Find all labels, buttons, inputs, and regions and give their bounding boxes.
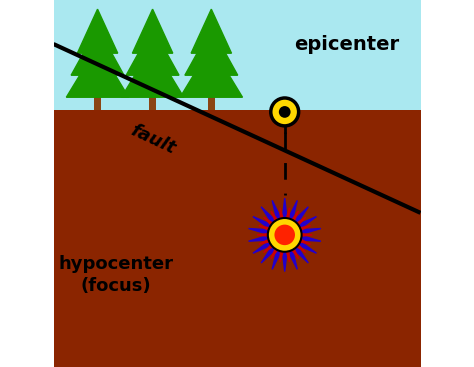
- Circle shape: [274, 225, 295, 245]
- Bar: [208, 84, 215, 110]
- Polygon shape: [191, 9, 231, 53]
- Polygon shape: [71, 28, 124, 75]
- Circle shape: [268, 218, 301, 252]
- Bar: [54, 110, 420, 367]
- Polygon shape: [180, 46, 243, 97]
- Bar: [54, 0, 420, 110]
- Text: fault: fault: [127, 121, 178, 158]
- Polygon shape: [126, 28, 179, 75]
- Polygon shape: [121, 46, 184, 97]
- Polygon shape: [77, 9, 118, 53]
- Bar: [149, 84, 156, 110]
- Polygon shape: [257, 208, 312, 262]
- Bar: [94, 84, 101, 110]
- Text: epicenter: epicenter: [294, 34, 400, 54]
- Polygon shape: [185, 28, 238, 75]
- Circle shape: [279, 106, 291, 118]
- Polygon shape: [66, 46, 129, 97]
- Circle shape: [271, 98, 299, 126]
- Text: hypocenter
(focus): hypocenter (focus): [58, 255, 173, 295]
- Polygon shape: [132, 9, 173, 53]
- Polygon shape: [248, 198, 321, 272]
